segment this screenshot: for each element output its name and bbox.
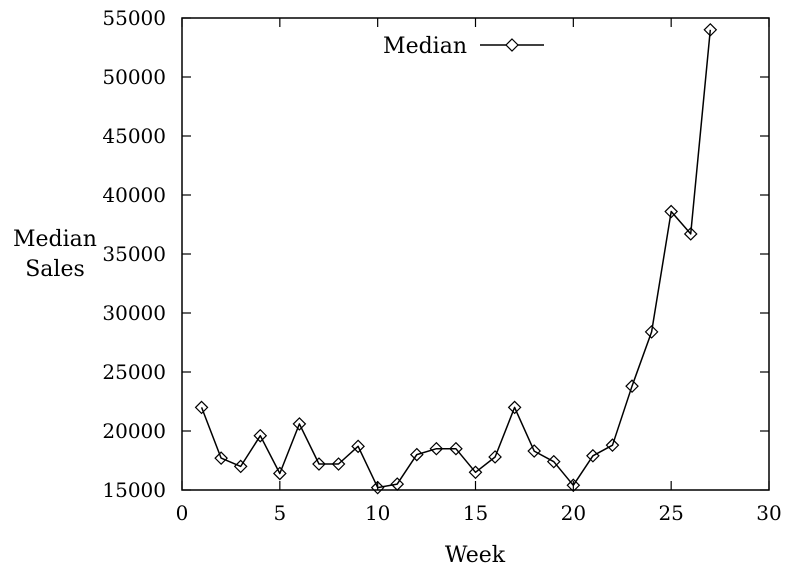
data-point-marker <box>566 478 581 493</box>
y-axis-label-line1: Median <box>13 227 97 252</box>
data-point-marker <box>449 441 463 456</box>
x-tick-label: 0 <box>176 501 189 525</box>
data-point-marker <box>233 459 248 474</box>
data-point-marker <box>488 450 502 464</box>
x-tick-label: 20 <box>561 501 586 525</box>
data-point-marker <box>312 457 326 471</box>
data-point-marker <box>683 227 698 241</box>
y-tick-label: 40000 <box>102 183 166 207</box>
data-point-marker <box>527 444 542 458</box>
data-point-marker <box>351 439 365 454</box>
data-point-marker <box>644 325 659 339</box>
x-axis-label: Week <box>445 543 506 568</box>
plot-frame <box>181 17 770 491</box>
series-median <box>194 22 718 495</box>
data-point-marker <box>214 451 228 465</box>
data-point-marker <box>370 480 385 495</box>
y-tick-label: 20000 <box>102 419 166 443</box>
legend-label-median: Median <box>383 34 467 59</box>
data-point-marker <box>468 465 483 480</box>
data-point-marker <box>507 400 522 415</box>
data-point-marker <box>546 454 561 469</box>
data-point-marker <box>409 447 424 462</box>
y-tick-labels: 15000 20000 25000 30000 35000 40000 45000 50000… <box>102 6 166 502</box>
y-tick-label: 55000 <box>102 6 166 30</box>
x-tick-label: 30 <box>756 501 781 525</box>
data-point-marker <box>664 204 679 219</box>
y-tick-label: 35000 <box>102 242 166 266</box>
data-point-marker <box>429 441 444 456</box>
y-tick-label: 15000 <box>102 478 166 502</box>
y-tick-label: 45000 <box>102 124 166 148</box>
series-line-median <box>200 29 712 489</box>
legend-marker-median <box>505 38 519 52</box>
x-tick-label: 15 <box>463 501 488 525</box>
y-tick-label: 25000 <box>102 360 166 384</box>
x-tick-label: 25 <box>658 501 683 525</box>
legend: Median <box>383 34 544 59</box>
data-point-marker <box>586 448 600 463</box>
data-point-marker <box>194 400 209 415</box>
data-point-marker <box>292 417 307 431</box>
data-point-marker <box>253 428 268 443</box>
data-point-marker <box>272 466 287 481</box>
data-point-marker <box>605 438 620 453</box>
data-point-marker <box>331 457 346 471</box>
data-point-marker <box>703 22 718 37</box>
data-point-marker <box>625 379 639 394</box>
y-tick-label: 50000 <box>102 65 166 89</box>
y-axis-label-line2: Sales <box>25 257 85 282</box>
x-tick-label: 10 <box>365 501 390 525</box>
axis-ticks <box>181 17 770 491</box>
x-tick-label: 5 <box>273 501 286 525</box>
x-tick-labels: 0 5 10 15 20 25 30 <box>176 501 782 525</box>
y-tick-label: 30000 <box>102 301 166 325</box>
data-point-marker <box>390 477 405 491</box>
